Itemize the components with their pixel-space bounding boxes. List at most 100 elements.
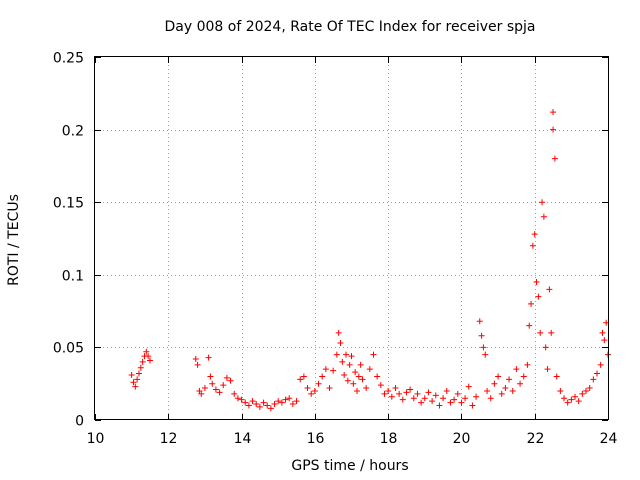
data-point: [330, 367, 337, 374]
data-point: [550, 126, 557, 133]
data-point: [308, 390, 315, 397]
data-point: [487, 395, 494, 402]
data-point: [498, 390, 505, 397]
data-point: [491, 380, 498, 387]
data-point: [137, 364, 144, 371]
x-tick-label: 16: [307, 431, 325, 447]
data-point: [359, 376, 366, 383]
data-point: [348, 353, 355, 360]
data-point: [357, 361, 364, 368]
data-point: [410, 395, 417, 402]
data-point: [476, 318, 483, 325]
data-point: [223, 374, 230, 381]
grid-lines: [95, 57, 608, 420]
data-point: [315, 380, 322, 387]
data-point: [350, 380, 357, 387]
data-point: [381, 390, 388, 397]
data-point: [590, 376, 597, 383]
x-tick-label: 22: [527, 431, 545, 447]
data-point: [550, 109, 557, 116]
x-axis: 10 12 14 16 18 20 22 24: [87, 57, 617, 447]
data-point: [352, 369, 359, 376]
data-point: [194, 361, 201, 368]
data-point: [366, 366, 373, 373]
data-point: [551, 155, 558, 162]
data-point: [139, 358, 146, 365]
x-tick-label: 20: [453, 431, 471, 447]
data-point: [253, 401, 260, 408]
y-axis: 0 0.05 0.1 0.15 0.2 0.25: [53, 51, 608, 430]
data-point: [341, 371, 348, 378]
data-point: [146, 357, 153, 364]
data-point: [145, 353, 152, 360]
data-point: [484, 387, 491, 394]
y-tick-label: 0.05: [53, 341, 84, 357]
data-point: [249, 398, 256, 405]
data-point: [601, 337, 608, 344]
y-tick-label: 0.25: [53, 51, 84, 67]
data-point: [480, 344, 487, 351]
data-point: [343, 351, 350, 358]
data-point: [526, 322, 533, 329]
data-point: [205, 354, 212, 361]
data-point: [256, 403, 263, 410]
data-point: [231, 390, 238, 397]
data-point: [289, 401, 296, 408]
data-point: [297, 376, 304, 383]
data-point: [425, 389, 432, 396]
data-point: [524, 361, 531, 368]
data-point: [537, 329, 544, 336]
data-point: [260, 399, 267, 406]
data-point: [458, 399, 465, 406]
data-point: [528, 300, 535, 307]
data-point: [267, 405, 274, 412]
data-point: [399, 396, 406, 403]
data-point: [513, 366, 520, 373]
y-tick-label: 0.15: [53, 196, 84, 212]
data-point: [597, 361, 604, 368]
data-point: [407, 386, 414, 393]
data-point: [579, 390, 586, 397]
data-point: [227, 377, 234, 384]
data-point: [135, 370, 142, 377]
data-point: [275, 398, 282, 405]
data-point: [134, 376, 141, 383]
data-point: [132, 383, 139, 390]
data-point: [535, 293, 542, 300]
data-point: [198, 390, 205, 397]
data-point: [396, 390, 403, 397]
data-point: [418, 399, 425, 406]
data-point: [216, 389, 223, 396]
data-point: [234, 395, 241, 402]
data-points: [128, 109, 611, 412]
x-tick-label: 18: [380, 431, 398, 447]
x-tick-label: 14: [234, 431, 252, 447]
data-point: [370, 351, 377, 358]
data-point: [465, 383, 472, 390]
data-point: [540, 213, 547, 220]
data-point: [128, 371, 135, 378]
data-point: [544, 366, 551, 373]
data-point: [335, 329, 342, 336]
data-point: [337, 340, 344, 347]
data-point: [392, 385, 399, 392]
data-point: [436, 402, 443, 409]
data-point: [572, 393, 579, 400]
data-point: [531, 231, 538, 238]
data-point: [130, 379, 137, 386]
data-point: [583, 387, 590, 394]
data-point: [539, 199, 546, 206]
data-point: [282, 396, 289, 403]
data-point: [271, 401, 278, 408]
data-point: [326, 385, 333, 392]
data-point: [495, 373, 502, 380]
data-point: [344, 377, 351, 384]
data-point: [403, 389, 410, 396]
data-point: [561, 395, 568, 402]
data-point: [212, 386, 219, 393]
data-point: [440, 395, 447, 402]
data-point: [414, 390, 421, 397]
x-tick-label: 12: [160, 431, 178, 447]
data-point: [286, 395, 293, 402]
